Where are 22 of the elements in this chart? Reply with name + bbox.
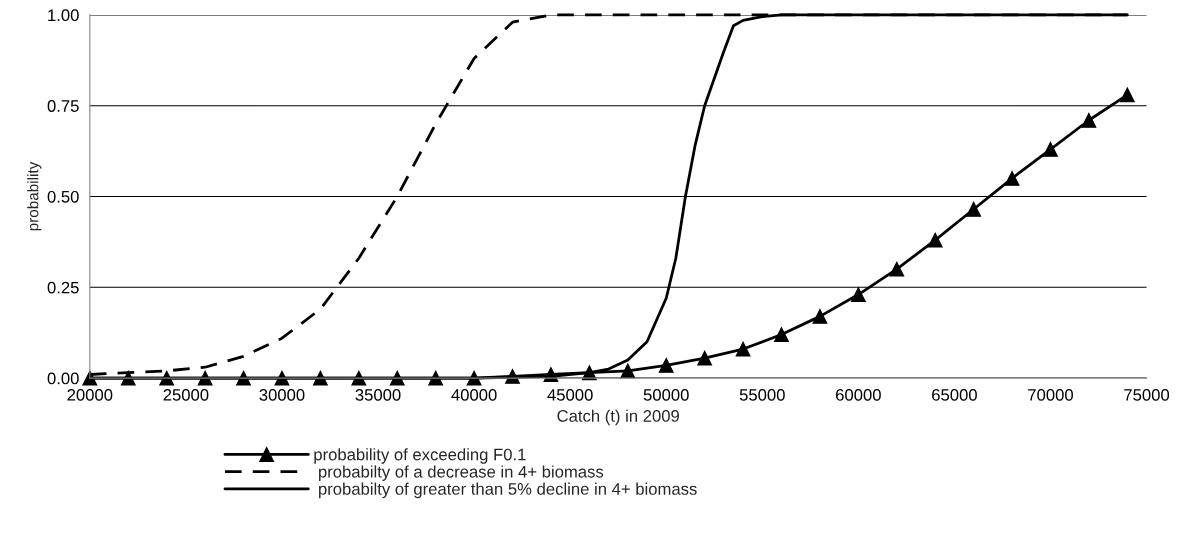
x-tick-label: 30000 xyxy=(259,388,305,401)
y-axis-title: probability xyxy=(27,161,42,231)
x-tick-label: 65000 xyxy=(932,388,977,401)
x-tick-label: 40000 xyxy=(451,388,497,401)
x-tick-label: 25000 xyxy=(163,388,209,401)
y-tick-label: 0.25 xyxy=(47,281,79,294)
x-tick-label: 70000 xyxy=(1028,388,1073,401)
y-tick-label: 0.75 xyxy=(47,100,79,112)
x-tick-label: 55000 xyxy=(739,388,785,401)
x-axis-title: Catch (t) in 2009 xyxy=(557,409,680,426)
legend-label: probabilty of a decrease in 4+ biomass xyxy=(319,465,604,481)
x-tick-label: 45000 xyxy=(547,388,593,401)
y-tick-label: 0.50 xyxy=(47,190,79,203)
x-tick-label: 20000 xyxy=(67,388,113,401)
y-tick-label: 1.00 xyxy=(48,9,79,22)
x-tick-label: 60000 xyxy=(836,388,881,401)
y-tick-label: 0.00 xyxy=(47,372,79,385)
x-tick-label: 35000 xyxy=(355,388,401,401)
legend-label: probability of exceeding F0.1 xyxy=(314,448,526,464)
legend-label: probabilty of greater than 5% decline in 4+ biomass xyxy=(319,482,697,499)
x-tick-label: 75000 xyxy=(1124,388,1170,401)
x-tick-label: 50000 xyxy=(643,388,689,401)
